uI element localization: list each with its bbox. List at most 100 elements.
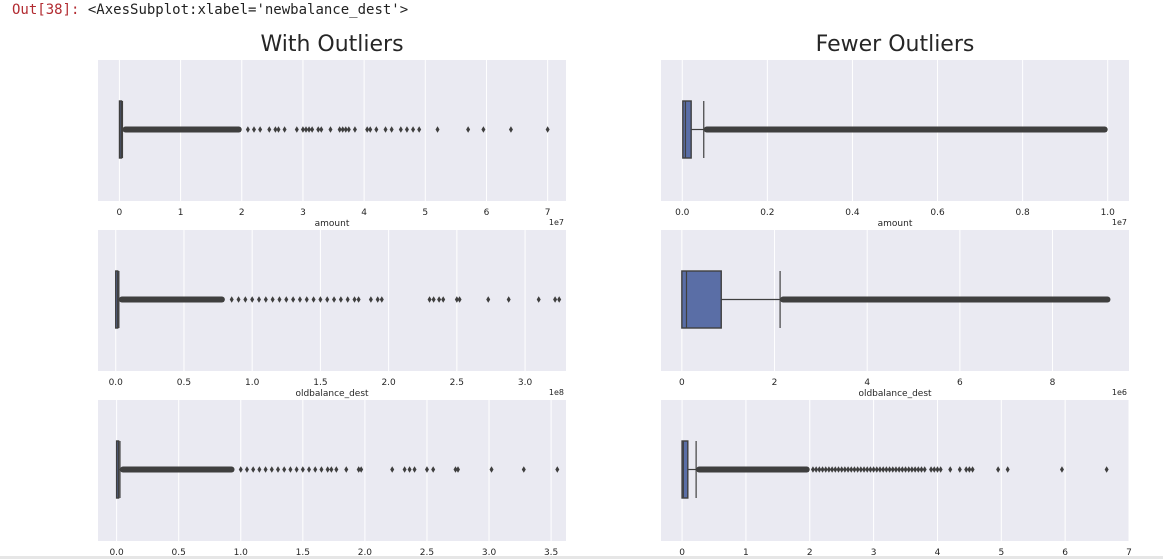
outlier-point <box>922 466 927 473</box>
outlier-point <box>345 296 350 303</box>
outlier-point <box>311 296 316 303</box>
outlier-point <box>243 296 248 303</box>
outlier-point <box>383 126 388 133</box>
x-tick-label: 1.0 <box>245 378 260 388</box>
outlier-point <box>294 466 299 473</box>
outlier-point <box>359 466 364 473</box>
subplot-right-newbalance: 0 1 2 3 4 5 6 7 <box>661 400 1132 558</box>
outlier-point <box>356 466 361 473</box>
outlier-point <box>407 466 412 473</box>
outlier-point <box>893 466 898 473</box>
outlier-point <box>319 126 324 133</box>
x-tick-label: 0.0 <box>109 378 124 388</box>
x-tick-label: 5 <box>422 208 428 218</box>
outlier-point <box>300 126 305 133</box>
outlier-point <box>250 296 255 303</box>
outlier-point <box>456 466 460 473</box>
output-prompt: Out[38]: <box>12 2 80 18</box>
outlier-point <box>307 466 312 473</box>
outlier-point <box>453 466 458 473</box>
outlier-point <box>489 466 494 473</box>
outlier-point <box>277 296 282 303</box>
outlier-point <box>424 466 429 473</box>
outlier-point <box>251 466 256 473</box>
outlier-point <box>398 126 403 133</box>
outlier-point <box>996 466 1001 473</box>
outlier-point <box>344 466 349 473</box>
outlier-point <box>284 296 289 303</box>
outlier-point <box>481 126 486 133</box>
x-tick-label: 4 <box>864 378 870 388</box>
right-column-title: Fewer Outliers <box>815 32 975 57</box>
outlier-point <box>310 126 315 133</box>
outlier-point <box>852 466 857 473</box>
outlier-point <box>1059 466 1064 473</box>
outlier-point <box>368 296 373 303</box>
outlier-point <box>257 296 262 303</box>
outlier-point <box>466 126 471 133</box>
outlier-point <box>874 466 879 473</box>
outlier-point <box>404 126 409 133</box>
outlier-point <box>887 466 892 473</box>
x-tick-label: 6 <box>1062 548 1068 558</box>
outlier-point <box>506 296 511 303</box>
outlier-band <box>780 296 1111 303</box>
outlier-point <box>402 466 407 473</box>
outlier-point <box>244 466 249 473</box>
outlier-point <box>868 466 873 473</box>
outlier-point <box>375 296 380 303</box>
x-tick-label: 0 <box>117 208 123 218</box>
outlier-point <box>329 466 334 473</box>
axis-offset-label: 1e6 <box>1112 388 1127 397</box>
x-tick-label: 5 <box>998 548 1004 558</box>
outlier-point <box>236 296 241 303</box>
outlier-point <box>916 466 921 473</box>
outlier-point <box>919 466 924 473</box>
outlier-point <box>826 466 831 473</box>
outlier-point <box>877 466 882 473</box>
outlier-point <box>486 296 491 303</box>
outlier-point <box>390 466 395 473</box>
outlier-point <box>270 296 275 303</box>
outlier-point <box>858 466 863 473</box>
outlier-point <box>849 466 854 473</box>
outlier-point <box>389 126 394 133</box>
outlier-point <box>884 466 889 473</box>
x-tick-label: 1.0 <box>1101 208 1116 218</box>
x-tick-label: 2.5 <box>420 548 434 558</box>
outlier-point <box>304 296 309 303</box>
outlier-point <box>269 466 274 473</box>
outlier-point <box>457 296 462 303</box>
outlier-point <box>245 126 250 133</box>
left-column-title: With Outliers <box>260 32 404 57</box>
x-tick-label: 1.5 <box>313 378 327 388</box>
outlier-point <box>328 126 333 133</box>
outlier-point <box>938 466 943 473</box>
outlier-point <box>307 126 312 133</box>
outlier-point <box>374 126 379 133</box>
x-tick-label: 0.2 <box>760 208 774 218</box>
outlier-point <box>817 466 822 473</box>
outlier-point <box>238 466 243 473</box>
outlier-band <box>118 296 225 303</box>
outlier-point <box>957 466 962 473</box>
outlier-band <box>696 466 810 473</box>
outlier-point <box>855 466 860 473</box>
cell-output-line: Out[38]: <AxesSubplot:xlabel='newbalance… <box>12 2 408 18</box>
outlier-point <box>365 126 370 133</box>
outlier-point <box>948 466 953 473</box>
axis-offset-label: 1e7 <box>1112 218 1127 227</box>
x-tick-label: 0.4 <box>845 208 860 218</box>
x-tick-label: 8 <box>1050 378 1056 388</box>
outlier-point <box>964 466 969 473</box>
outlier-point <box>325 466 330 473</box>
output-repr: <AxesSubplot:xlabel='newbalance_dest'> <box>87 2 409 18</box>
outlier-point <box>252 126 256 133</box>
outlier-point <box>291 296 296 303</box>
outlier-point <box>833 466 838 473</box>
outlier-point <box>318 296 323 303</box>
x-tick-label: 1 <box>743 548 749 558</box>
outlier-point <box>352 296 357 303</box>
x-tick-label: 3 <box>871 548 877 558</box>
outlier-point <box>343 126 348 133</box>
